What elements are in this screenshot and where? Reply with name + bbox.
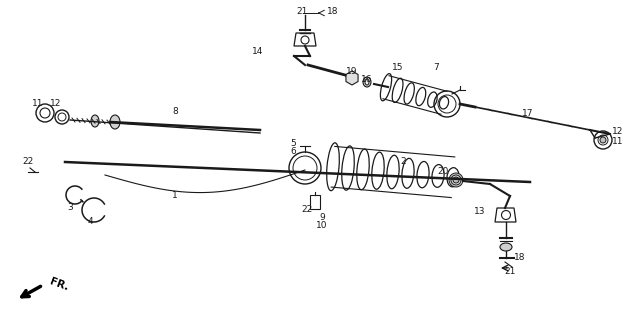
Text: 18: 18 [327, 6, 339, 16]
Text: 18: 18 [515, 253, 525, 262]
Ellipse shape [110, 115, 120, 129]
Text: 15: 15 [392, 63, 404, 72]
Text: 9: 9 [319, 212, 325, 222]
Text: 4: 4 [87, 218, 93, 226]
Text: 11: 11 [612, 137, 624, 147]
Bar [310, 195, 320, 209]
Text: 11: 11 [32, 99, 44, 107]
Text: 21: 21 [296, 6, 308, 16]
Text: 12: 12 [612, 127, 624, 135]
Ellipse shape [500, 243, 512, 251]
Ellipse shape [363, 77, 371, 87]
Circle shape [451, 175, 461, 185]
Text: 16: 16 [361, 74, 372, 84]
Ellipse shape [91, 115, 99, 127]
Text: 19: 19 [346, 67, 358, 77]
Circle shape [449, 173, 463, 187]
Circle shape [600, 137, 606, 143]
Text: 22: 22 [301, 204, 312, 213]
Text: 20: 20 [437, 167, 449, 176]
Text: 5: 5 [290, 139, 296, 148]
Text: 1: 1 [172, 191, 178, 201]
Text: 12: 12 [51, 99, 61, 107]
Text: 10: 10 [316, 220, 328, 230]
Circle shape [453, 177, 459, 183]
Text: 17: 17 [522, 108, 534, 117]
Text: 21: 21 [504, 267, 516, 276]
Ellipse shape [365, 79, 369, 85]
Text: FR.: FR. [48, 276, 70, 292]
Text: 3: 3 [67, 204, 73, 212]
Text: 14: 14 [252, 47, 264, 57]
Text: 7: 7 [433, 64, 439, 73]
Text: 8: 8 [172, 107, 178, 116]
Text: 22: 22 [22, 157, 34, 167]
Text: 2: 2 [400, 157, 406, 167]
Text: 13: 13 [474, 208, 486, 217]
Text: 6: 6 [290, 148, 296, 156]
